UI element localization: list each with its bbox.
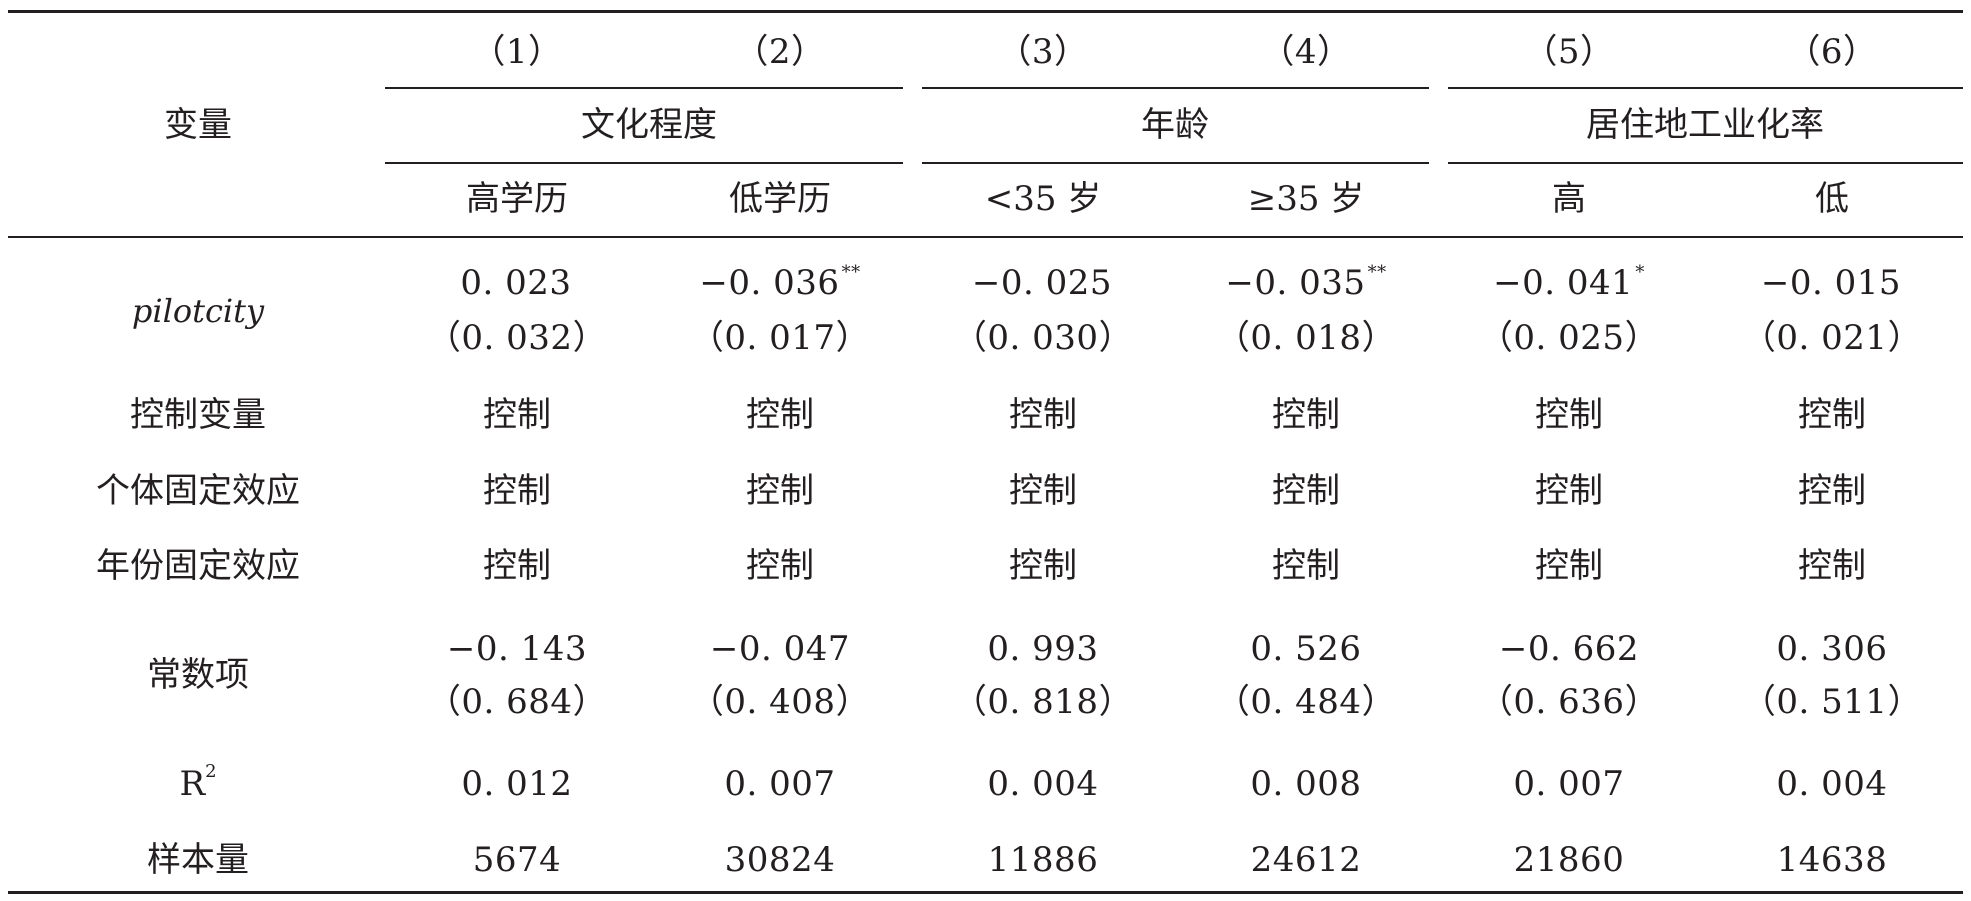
pilot-coef-1: 0. 023 — [460, 263, 572, 303]
r2-value-5: 0. 007 — [1513, 764, 1625, 804]
constant-se-2: （0. 408） — [689, 682, 871, 722]
subgroup-rule-age — [922, 162, 1429, 164]
subgroup-header-2: 低学历 — [729, 179, 831, 219]
constant-coef-3: 0. 993 — [987, 629, 1099, 669]
pilot-se-1: （0. 032） — [426, 318, 608, 358]
subgroup-header-6: 低 — [1815, 179, 1849, 219]
pilot-coef-6: −0. 015 — [1760, 263, 1902, 303]
col-number-6: （6） — [1786, 32, 1878, 72]
year-fe-value: 控制 — [483, 546, 551, 586]
constant-coef-4: 0. 526 — [1250, 629, 1362, 669]
constant-se-4: （0. 484） — [1215, 682, 1397, 722]
constant-se-3: （0. 818） — [952, 682, 1134, 722]
subgroup-header-1: 高学历 — [466, 179, 568, 219]
individual-fe-value: 控制 — [483, 471, 551, 511]
group-rule-age — [922, 87, 1429, 89]
sample-size-4: 24612 — [1250, 840, 1362, 880]
pilot-coef-2: −0. 036 ** — [699, 261, 861, 303]
row-label-sample-size: 样本量 — [147, 840, 249, 880]
row-label-r-squared: R2 — [179, 760, 217, 804]
year-fe-value: 控制 — [1272, 546, 1340, 586]
sample-size-3: 11886 — [987, 840, 1099, 880]
year-fe-value: 控制 — [1535, 546, 1603, 586]
pilot-coef-5: −0. 041 * — [1493, 261, 1645, 303]
constant-coef-1: −0. 143 — [446, 629, 588, 669]
pilot-se-5: （0. 025） — [1478, 318, 1660, 358]
variable-header: 变量 — [164, 105, 232, 145]
group-header-age: 年龄 — [1141, 105, 1209, 145]
header-bottom-rule — [8, 236, 1963, 238]
r2-value-1: 0. 012 — [461, 764, 573, 804]
r2-value-2: 0. 007 — [724, 764, 836, 804]
control-variables-value: 控制 — [1009, 395, 1077, 435]
row-label-individual-fixed-effects: 个体固定效应 — [96, 471, 300, 511]
row-label-control-variables: 控制变量 — [130, 395, 266, 435]
control-variables-value: 控制 — [1535, 395, 1603, 435]
sample-size-6: 14638 — [1776, 840, 1888, 880]
subgroup-header-3: <35 岁 — [984, 179, 1102, 219]
top-rule — [8, 10, 1963, 13]
row-label-constant: 常数项 — [147, 655, 249, 695]
group-rule-education — [385, 87, 903, 89]
col-number-5: （5） — [1523, 32, 1615, 72]
pilot-se-3: （0. 030） — [952, 318, 1134, 358]
pilot-se-6: （0. 021） — [1741, 318, 1923, 358]
control-variables-value: 控制 — [1272, 395, 1340, 435]
subgroup-rule-industrialization — [1448, 162, 1963, 164]
constant-coef-6: 0. 306 — [1776, 629, 1888, 669]
individual-fe-value: 控制 — [746, 471, 814, 511]
year-fe-value: 控制 — [1009, 546, 1077, 586]
subgroup-header-4: ≥35 岁 — [1247, 179, 1365, 219]
constant-se-1: （0. 684） — [426, 682, 608, 722]
control-variables-value: 控制 — [1798, 395, 1866, 435]
col-number-2: （2） — [734, 32, 826, 72]
control-variables-value: 控制 — [483, 395, 551, 435]
constant-coef-2: −0. 047 — [709, 629, 851, 669]
subgroup-header-5: 高 — [1552, 179, 1586, 219]
control-variables-value: 控制 — [746, 395, 814, 435]
constant-coef-5: −0. 662 — [1498, 629, 1640, 669]
r2-value-4: 0. 008 — [1250, 764, 1362, 804]
group-header-industrialization: 居住地工业化率 — [1586, 105, 1824, 145]
pilot-se-4: （0. 018） — [1215, 318, 1397, 358]
group-rule-industrialization — [1448, 87, 1963, 89]
r2-value-6: 0. 004 — [1776, 764, 1888, 804]
year-fe-value: 控制 — [1798, 546, 1866, 586]
pilot-coef-3: −0. 025 — [971, 263, 1113, 303]
individual-fe-value: 控制 — [1535, 471, 1603, 511]
constant-se-6: （0. 511） — [1741, 682, 1923, 722]
subgroup-rule-education — [385, 162, 903, 164]
group-header-education: 文化程度 — [581, 105, 717, 145]
sample-size-5: 21860 — [1513, 840, 1625, 880]
col-number-3: （3） — [997, 32, 1089, 72]
year-fe-value: 控制 — [746, 546, 814, 586]
individual-fe-value: 控制 — [1798, 471, 1866, 511]
sample-size-1: 5674 — [472, 840, 562, 880]
r2-value-3: 0. 004 — [987, 764, 1099, 804]
pilot-coef-4: −0. 035 ** — [1225, 261, 1387, 303]
col-number-1: （1） — [471, 32, 563, 72]
col-number-4: （4） — [1260, 32, 1352, 72]
individual-fe-value: 控制 — [1009, 471, 1077, 511]
pilot-se-2: （0. 017） — [689, 318, 871, 358]
row-label-pilotcity: pilotcity — [131, 292, 265, 330]
constant-se-5: （0. 636） — [1478, 682, 1660, 722]
individual-fe-value: 控制 — [1272, 471, 1340, 511]
bottom-rule — [8, 891, 1963, 894]
row-label-year-fixed-effects: 年份固定效应 — [96, 546, 300, 586]
sample-size-2: 30824 — [724, 840, 836, 880]
